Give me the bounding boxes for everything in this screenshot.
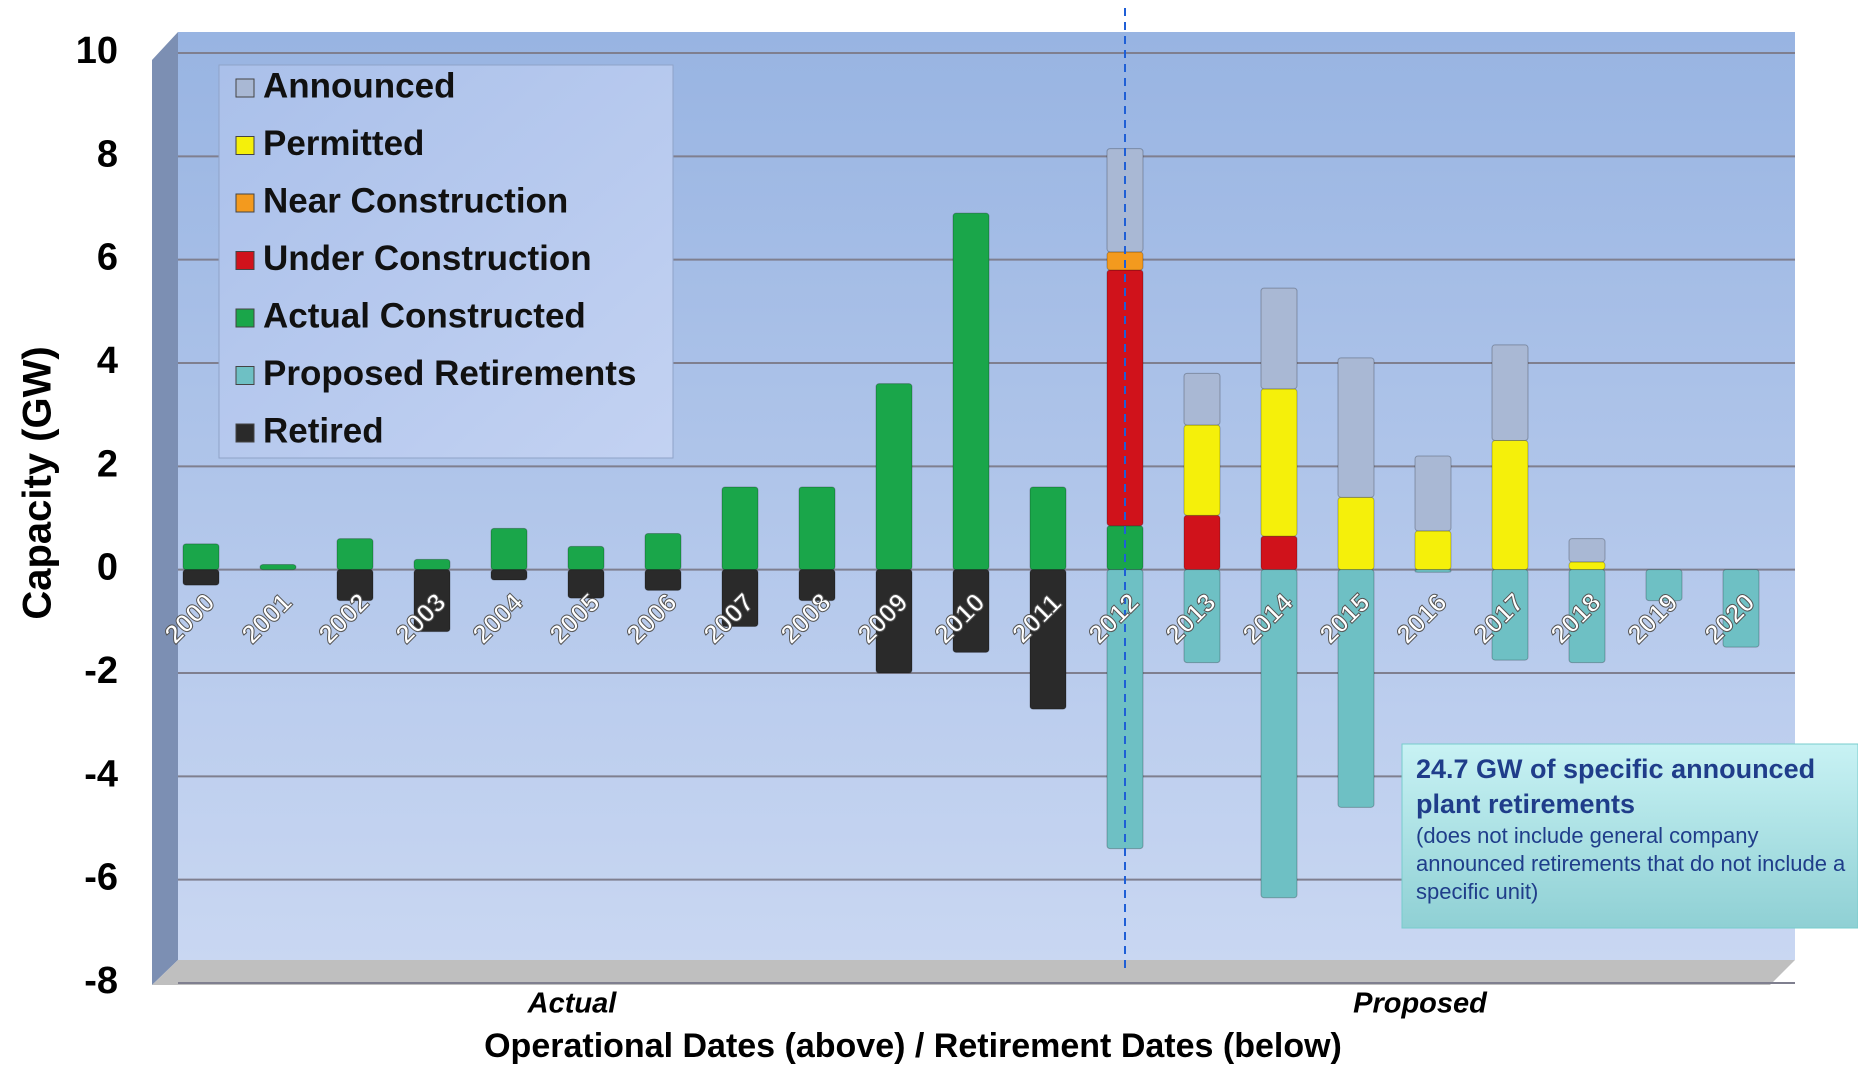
bar-segment <box>1260 535 1298 571</box>
x-axis-label: Operational Dates (above) / Retirement D… <box>484 1027 1342 1065</box>
bar-segment <box>1491 569 1529 661</box>
bar-segment <box>413 558 451 571</box>
bar-segment <box>1568 561 1606 571</box>
bar-segment <box>1029 486 1067 571</box>
bar-segment <box>490 569 528 581</box>
bar-segment <box>1491 344 1529 441</box>
bar-segment <box>336 538 374 571</box>
floor <box>152 960 1795 985</box>
y-tick-label: 0 <box>97 547 118 589</box>
bar-segment <box>1183 424 1221 516</box>
annotation: Proposed <box>1353 988 1488 1020</box>
bar-segment <box>1568 569 1606 664</box>
legend-box <box>218 64 674 459</box>
bar-segment <box>567 545 605 571</box>
note-content: 24.7 GW of specific announced plant reti… <box>1416 752 1852 906</box>
bar-segment <box>1337 496 1375 571</box>
bar-segment <box>644 533 682 571</box>
bar-segment <box>1414 569 1452 573</box>
legend-swatch <box>235 193 255 213</box>
bar-segment <box>336 569 374 602</box>
bar-segment <box>1183 372 1221 426</box>
bar-segment <box>1337 569 1375 808</box>
bar-segment <box>952 212 990 571</box>
y-tick-label: -8 <box>84 960 118 1002</box>
legend-label: Proposed Retirements <box>263 354 636 393</box>
note-title: 24.7 GW of specific announced plant reti… <box>1416 754 1816 819</box>
bar-segment <box>490 527 528 571</box>
legend-label: Permitted <box>263 124 424 163</box>
legend: Announced Permitted Near Construction Under… <box>218 64 674 459</box>
bar-segment <box>952 569 990 653</box>
bar-segment <box>182 569 220 586</box>
bar-segment <box>1260 388 1298 537</box>
y-axis-label: Capacity (GW) <box>16 346 60 619</box>
bar-segment <box>1337 357 1375 498</box>
bar-segment <box>1491 440 1529 571</box>
bar-segment <box>1568 538 1606 563</box>
legend-label: Retired <box>263 411 384 450</box>
note-box <box>1401 743 1858 929</box>
bar-segment <box>413 569 451 633</box>
bar-segment <box>182 543 220 571</box>
legend-label: Under Construction <box>263 239 592 278</box>
bar-segment <box>798 569 836 602</box>
legend-swatch <box>235 251 255 270</box>
y-tick-label: 8 <box>97 133 118 175</box>
legend-label: Announced <box>263 66 455 105</box>
bar-segment <box>1645 569 1683 602</box>
bar-segment <box>259 564 297 571</box>
legend-swatch <box>235 308 255 328</box>
y-tick-label: -6 <box>84 857 118 899</box>
y-tick-label: -2 <box>84 650 118 692</box>
bar-segment <box>798 486 836 571</box>
y-tick-label: 2 <box>97 443 118 485</box>
bar-segment <box>1183 514 1221 571</box>
legend-swatch <box>235 366 255 385</box>
note-body: (does not include general company announ… <box>1416 823 1846 904</box>
y-tick-label: -4 <box>84 753 118 795</box>
legend-swatch <box>235 423 255 443</box>
legend-swatch <box>235 136 255 155</box>
bar-segment <box>1414 530 1452 571</box>
bar-segment <box>875 383 913 571</box>
bar-segment <box>1029 569 1067 710</box>
y-tick-label: 10 <box>76 30 118 72</box>
bar-segment <box>1183 569 1221 664</box>
note-text: 24.7 GW of specific announced plant reti… <box>1416 752 1852 906</box>
legend-label: Actual Constructed <box>263 296 586 335</box>
annotation: Actual <box>527 988 618 1020</box>
bar-segment <box>721 486 759 571</box>
bar-segment <box>1260 569 1298 899</box>
bar-segment <box>721 569 759 628</box>
y-tick-label: 4 <box>97 340 118 382</box>
legend-label: Near Construction <box>263 181 568 220</box>
y-tick-label: 6 <box>97 237 118 279</box>
bar-segment <box>1414 455 1452 532</box>
bar-segment <box>1260 287 1298 390</box>
legend-swatch <box>235 78 255 98</box>
bar-segment <box>567 569 605 599</box>
bar-segment <box>1722 569 1760 648</box>
bar-segment <box>875 569 913 674</box>
bar-segment <box>644 569 682 591</box>
note <box>1401 743 1858 929</box>
